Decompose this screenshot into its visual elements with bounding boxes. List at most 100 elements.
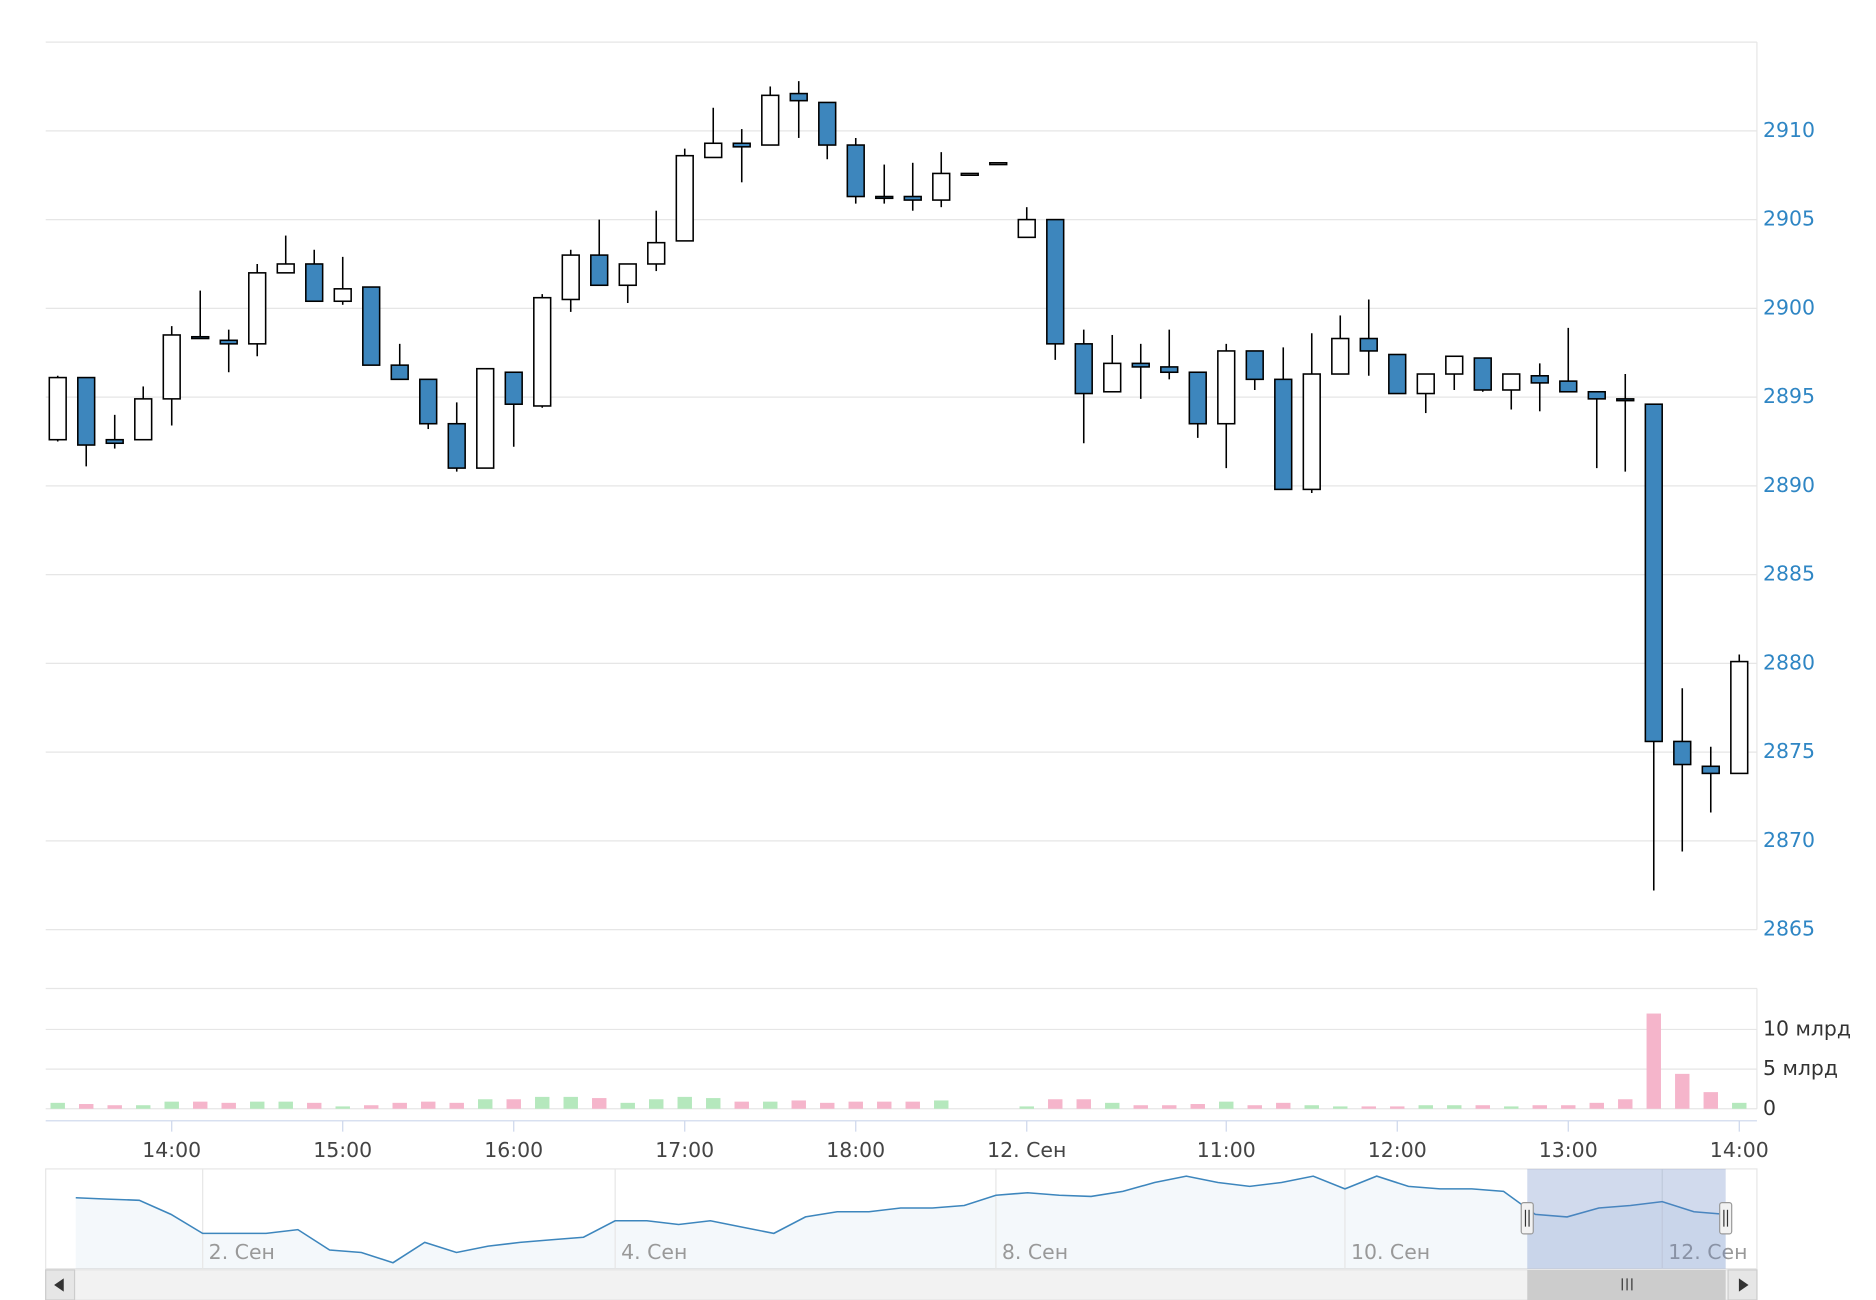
- candle-body: [1701, 765, 1720, 775]
- candle-body: [1730, 660, 1749, 775]
- candle-body: [1616, 398, 1635, 402]
- y-tick-label: 2885: [1763, 562, 1815, 586]
- candle-body: [1388, 353, 1407, 395]
- candle-body: [77, 376, 96, 446]
- candle-body: [1559, 380, 1578, 393]
- candle-body: [447, 422, 466, 469]
- candle-body: [1502, 373, 1521, 391]
- candle-body: [989, 162, 1008, 166]
- candle-body: [1473, 357, 1492, 391]
- volume-bar: [563, 1096, 578, 1109]
- navigator-controls: [45, 1168, 1758, 1300]
- candle-body: [761, 94, 780, 146]
- navigator-label: 8. Сен: [1002, 1240, 1068, 1264]
- candle-body: [276, 263, 295, 274]
- candle-body: [647, 241, 666, 265]
- navigator-handle[interactable]: [1520, 1201, 1534, 1235]
- x-tick-label: 18:00: [826, 1138, 885, 1162]
- volume-bar: [1019, 1106, 1034, 1109]
- y-tick-label: 2910: [1763, 118, 1815, 142]
- candle-body: [903, 195, 922, 201]
- volume-bar: [278, 1101, 293, 1109]
- volume-bar: [848, 1101, 863, 1109]
- y-tick-label: 2865: [1763, 917, 1815, 941]
- scrollbar-track[interactable]: [45, 1269, 1758, 1300]
- volume-bar: [1133, 1105, 1148, 1109]
- navigator-handle[interactable]: [1719, 1201, 1733, 1235]
- volume-bar: [164, 1101, 179, 1109]
- candle-body: [846, 144, 865, 198]
- volume-bar: [649, 1099, 664, 1109]
- y-tick-label: 0: [1763, 1096, 1776, 1120]
- volume-bar: [734, 1101, 749, 1109]
- volume-bar: [820, 1102, 835, 1109]
- volume-bar: [1048, 1099, 1063, 1109]
- navigator-label: 10. Сен: [1351, 1240, 1430, 1264]
- y-tick-label: 2895: [1763, 384, 1815, 408]
- volume-bar: [763, 1101, 778, 1109]
- candle-body: [390, 364, 409, 381]
- x-tick-label: 12:00: [1368, 1138, 1427, 1162]
- volume-bar: [335, 1106, 350, 1109]
- y-tick-label: 5 млрд: [1763, 1056, 1838, 1080]
- y-tick-label: 2905: [1763, 207, 1815, 231]
- candle-body: [1359, 337, 1378, 352]
- x-tick-label: 17:00: [655, 1138, 714, 1162]
- volume-bar: [1333, 1106, 1348, 1109]
- candle-body: [960, 172, 979, 176]
- volume-bar: [1618, 1099, 1633, 1109]
- volume-bar: [1276, 1102, 1291, 1109]
- candle-body: [1302, 373, 1321, 491]
- volume-bar: [1504, 1106, 1519, 1109]
- candle-body: [704, 142, 723, 159]
- candle-body: [476, 367, 495, 469]
- volume-bar: [506, 1099, 521, 1109]
- candle-body: [1074, 343, 1093, 395]
- volume-bar: [1418, 1105, 1433, 1109]
- candle-body: [675, 154, 694, 242]
- candle-body: [105, 438, 124, 445]
- volume-bar: [1532, 1105, 1547, 1109]
- volume-bar: [392, 1102, 407, 1109]
- volume-bar: [1361, 1106, 1376, 1109]
- x-tick-label: 12. Сен: [987, 1138, 1066, 1162]
- candle-body: [732, 142, 751, 148]
- background-layer: [45, 41, 1758, 1270]
- candle-body: [191, 335, 210, 340]
- y-tick-label: 2875: [1763, 739, 1815, 763]
- volume-bar: [877, 1101, 892, 1109]
- candle-body: [419, 378, 438, 425]
- volume-bar: [620, 1102, 635, 1109]
- candle-body: [1160, 366, 1179, 374]
- candle-body: [305, 263, 324, 303]
- candle-body: [162, 334, 181, 400]
- volume-bar: [193, 1101, 208, 1109]
- volume-bar: [136, 1105, 151, 1109]
- x-tick-label: 15:00: [313, 1138, 372, 1162]
- navigator-label: 2. Сен: [209, 1240, 275, 1264]
- candle-body: [1188, 371, 1207, 425]
- x-tick-label: 16:00: [484, 1138, 543, 1162]
- candle-body: [1673, 740, 1692, 766]
- navigator-label: 12. Сен: [1668, 1240, 1747, 1264]
- volume-bar: [1561, 1105, 1576, 1109]
- candle-body: [248, 272, 267, 345]
- candle-body: [48, 376, 67, 441]
- volume-bar: [905, 1101, 920, 1109]
- volume-bar: [934, 1100, 949, 1109]
- volume-bar: [1247, 1105, 1262, 1109]
- y-tick-label: 2890: [1763, 473, 1815, 497]
- candle-body: [561, 254, 580, 301]
- navigator-selection[interactable]: [1527, 1168, 1726, 1269]
- volume-bar: [421, 1101, 436, 1109]
- navigator-line: [75, 1175, 1726, 1264]
- volume-bar: [1703, 1092, 1718, 1109]
- x-tick-label: 14:00: [142, 1138, 201, 1162]
- candle-body: [1331, 337, 1350, 375]
- candle-body: [1587, 390, 1606, 400]
- volume-bar: [1304, 1105, 1319, 1109]
- candle-body: [932, 172, 951, 201]
- volume-bar: [50, 1102, 65, 1109]
- plot-layer: 2865 2870 2875 2880 2885 2890 2895 2900 2905 2910…: [48, 81, 1851, 1269]
